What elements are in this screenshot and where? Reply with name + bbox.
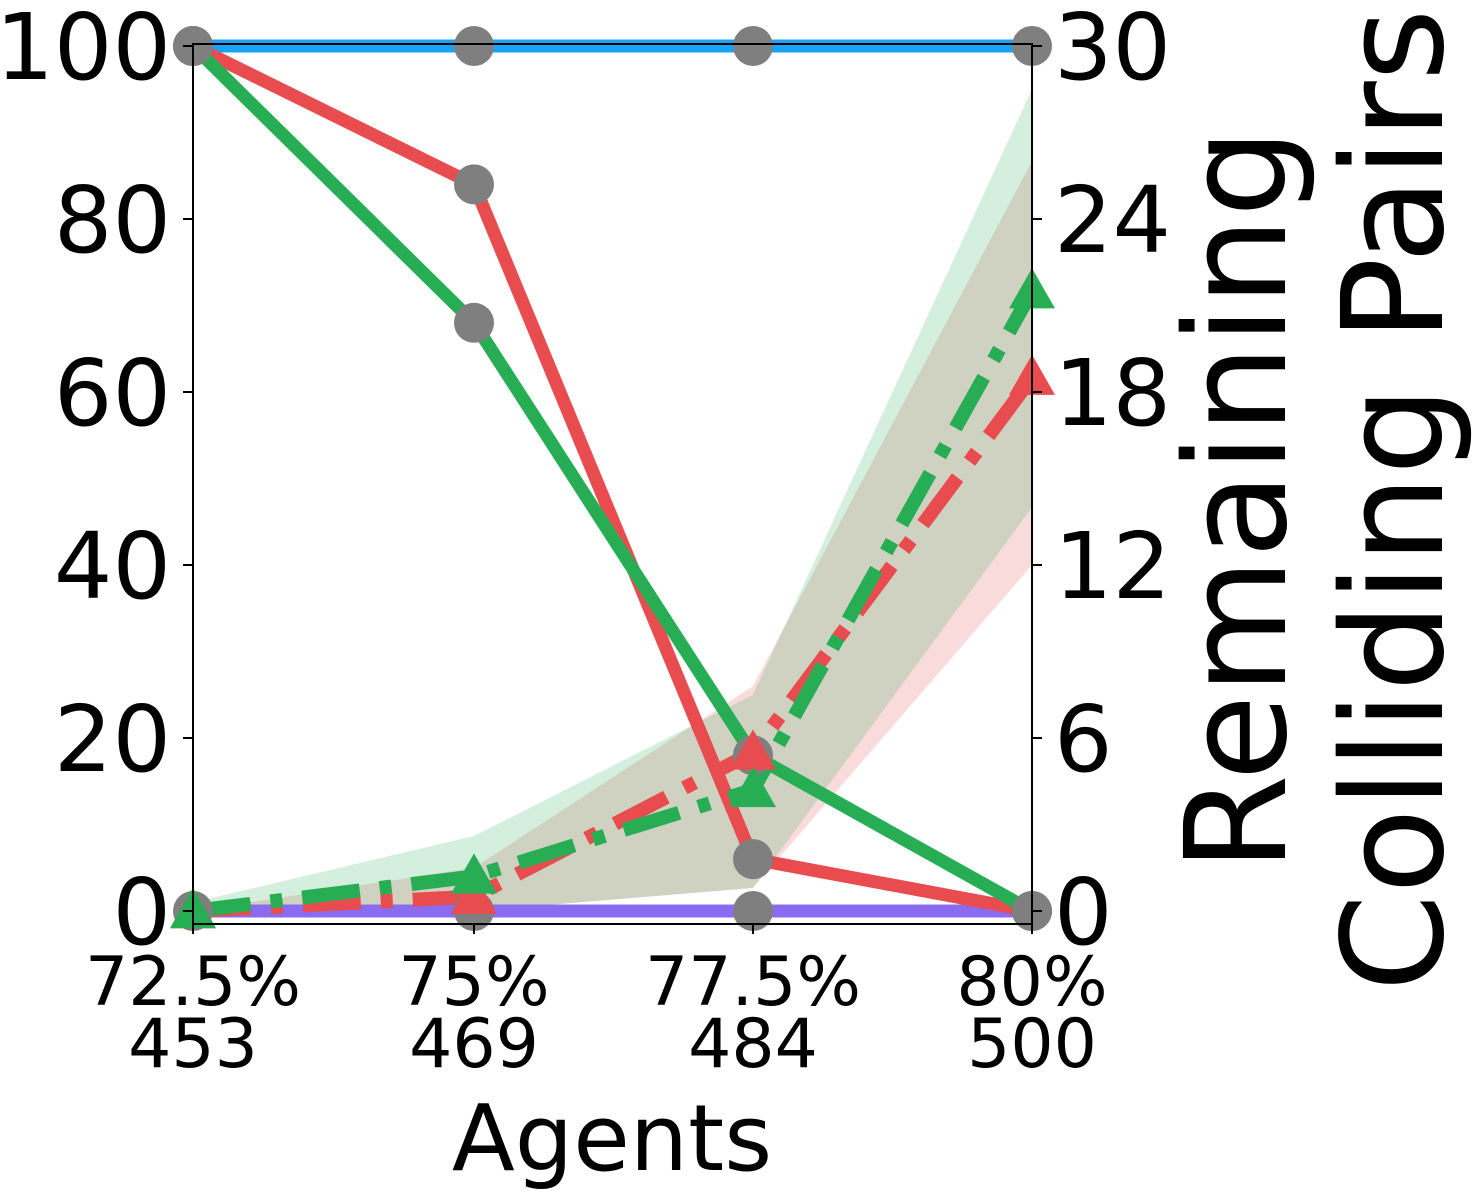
- line-series-4: [192, 373, 1038, 918]
- band-series-5: [193, 89, 1032, 911]
- x-axis-ticks: 72.5%453 75%469 77.5%484 80%500: [85, 924, 1108, 1084]
- left-tick-label-2: 40: [54, 513, 171, 620]
- left-tick-label-0: 0: [112, 859, 171, 966]
- lines-layer: [188, 39, 1039, 918]
- x-axis-label: Agents: [452, 1085, 772, 1192]
- line-series-3: [188, 41, 1036, 917]
- right-tick-label-5: 30: [1054, 0, 1171, 101]
- left-tick-label-5: 100: [0, 0, 171, 101]
- left-tick-label-3: 60: [54, 340, 171, 447]
- marker-series-3-1: [454, 302, 494, 343]
- line-series-2: [190, 40, 1034, 918]
- bands-layer: [193, 89, 1032, 912]
- marker-series-2-2: [733, 839, 773, 880]
- x-tick-label-agents-0: 453: [128, 1005, 258, 1084]
- marker-series-4-2: [730, 729, 776, 770]
- left-axis-ticks: 0 20 40 60 80 100: [0, 0, 193, 966]
- right-axis-label-line-0: Remaining: [1156, 128, 1319, 871]
- x-tick-label-agents-1: 469: [409, 1005, 539, 1084]
- right-tick-label-1: 6: [1054, 686, 1113, 793]
- marker-series-5-1: [451, 853, 497, 894]
- marker-series-0-1: [454, 26, 494, 66]
- left-tick-label-1: 20: [54, 686, 171, 793]
- right-tick-label-4: 24: [1054, 167, 1171, 274]
- marker-series-5-2: [730, 766, 776, 808]
- x-tick-label-pct-2: 77.5%: [645, 943, 861, 1022]
- left-tick-label-4: 80: [54, 167, 171, 274]
- right-axis-label-line-1: Colliding Pairs: [1313, 8, 1473, 991]
- band-series-4: [193, 161, 1032, 912]
- x-tick-label-pct-3: 80%: [956, 943, 1107, 1022]
- plot-frame: [192, 43, 1033, 925]
- line-series-5: [192, 287, 1039, 918]
- right-tick-label-2: 12: [1054, 513, 1171, 620]
- marker-series-4-1: [451, 873, 497, 914]
- right-tick-label-0: 0: [1054, 859, 1113, 966]
- marker-series-2-1: [454, 164, 494, 205]
- marker-series-1-2: [733, 891, 773, 931]
- x-tick-label-agents-2: 484: [688, 1005, 818, 1084]
- right-axis-ticks: 0 6 12 18 24 30: [1032, 0, 1171, 966]
- x-tick-label-pct-0: 72.5%: [85, 943, 301, 1022]
- right-tick-label-3: 18: [1054, 340, 1171, 447]
- x-tick-label-pct-1: 75%: [398, 943, 549, 1022]
- marker-series-0-2: [733, 26, 773, 66]
- x-tick-label-agents-3: 500: [967, 1005, 1097, 1084]
